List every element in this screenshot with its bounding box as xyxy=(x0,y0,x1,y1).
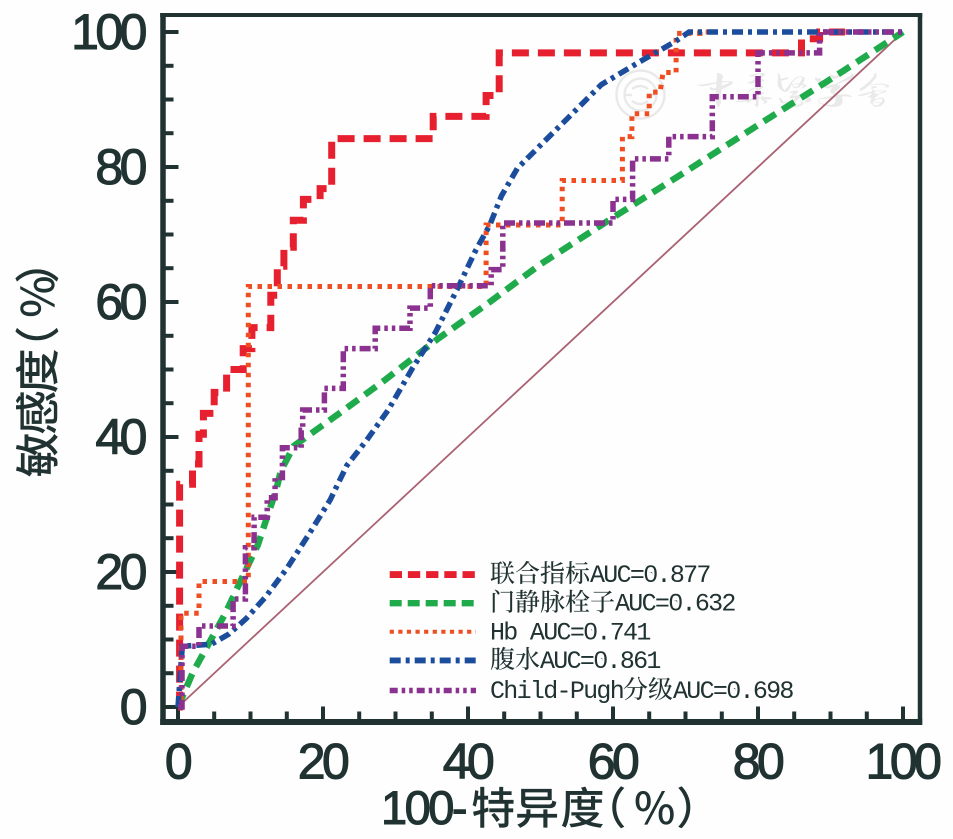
svg-text:60: 60 xyxy=(588,734,638,790)
svg-text:80: 80 xyxy=(733,734,783,790)
svg-text:0: 0 xyxy=(165,734,191,790)
svg-text:0: 0 xyxy=(120,679,146,735)
svg-text:20: 20 xyxy=(95,544,145,600)
svg-text:80: 80 xyxy=(95,139,145,195)
svg-text:Hb AUC=0.741: Hb AUC=0.741 xyxy=(490,618,650,647)
svg-text:60: 60 xyxy=(95,274,145,330)
svg-text:40: 40 xyxy=(443,734,493,790)
svg-text:100-: 100- xyxy=(381,781,466,834)
svg-text:Child-Pugh: Child-Pugh xyxy=(490,677,623,706)
svg-text:40: 40 xyxy=(95,409,145,465)
svg-text:20: 20 xyxy=(298,734,348,790)
svg-text:100: 100 xyxy=(71,4,146,60)
svg-text:100: 100 xyxy=(866,734,941,790)
